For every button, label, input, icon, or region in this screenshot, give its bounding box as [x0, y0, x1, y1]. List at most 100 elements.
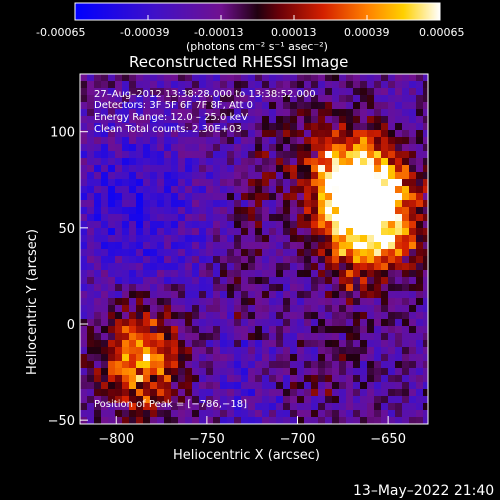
heatmap-cell — [150, 347, 158, 355]
heatmap-cell — [402, 165, 410, 173]
heatmap-cell — [108, 291, 116, 299]
heatmap-cell — [248, 81, 256, 89]
heatmap-cell — [220, 158, 228, 166]
heatmap-cell — [360, 207, 368, 215]
heatmap-cell — [325, 186, 333, 194]
heatmap-cell — [318, 200, 326, 208]
heatmap-cell — [297, 389, 305, 397]
heatmap-cell — [122, 319, 130, 327]
heatmap-cell — [388, 284, 396, 292]
heatmap-cell — [234, 88, 242, 96]
heatmap-cell — [381, 179, 389, 187]
heatmap-cell — [206, 242, 214, 250]
heatmap-cell — [318, 382, 326, 390]
heatmap-cell — [276, 256, 284, 264]
heatmap-cell — [311, 368, 319, 376]
heatmap-cell — [248, 354, 256, 362]
heatmap-cell — [304, 382, 312, 390]
heatmap-cell — [108, 207, 116, 215]
heatmap-cell — [185, 179, 193, 187]
heatmap-cell — [122, 144, 130, 152]
heatmap-cell — [164, 277, 172, 285]
heatmap-cell — [269, 354, 277, 362]
heatmap-cell — [409, 228, 417, 236]
heatmap-cell — [122, 284, 130, 292]
heatmap-cell — [220, 389, 228, 397]
heatmap-cell — [94, 284, 102, 292]
heatmap-cell — [136, 333, 144, 341]
heatmap-cell — [234, 165, 242, 173]
heatmap-cell — [234, 109, 242, 117]
heatmap-cell — [381, 340, 389, 348]
heatmap-cell — [346, 242, 354, 250]
heatmap-cell — [262, 319, 270, 327]
heatmap-cell — [346, 179, 354, 187]
heatmap-cell — [101, 361, 109, 369]
heatmap-cell — [227, 158, 235, 166]
heatmap-cell — [206, 361, 214, 369]
heatmap-cell — [94, 417, 102, 424]
heatmap-cell — [409, 249, 417, 257]
heatmap-cell — [108, 123, 116, 131]
heatmap-cell — [318, 284, 326, 292]
heatmap-cell — [255, 389, 263, 397]
heatmap-cell — [339, 235, 347, 243]
heatmap-cell — [122, 88, 130, 96]
heatmap-cell — [108, 144, 116, 152]
heatmap-cell — [367, 354, 375, 362]
heatmap-cell — [122, 200, 130, 208]
heatmap-cell — [192, 403, 200, 411]
heatmap-cell — [115, 284, 123, 292]
heatmap-cell — [346, 361, 354, 369]
heatmap-cell — [136, 263, 144, 271]
heatmap-cell — [108, 312, 116, 320]
heatmap-cell — [374, 165, 382, 173]
heatmap-cell — [129, 109, 137, 117]
heatmap-cell — [290, 375, 298, 383]
heatmap-cell — [171, 172, 179, 180]
heatmap-cell — [304, 151, 312, 159]
heatmap-cell — [220, 305, 228, 313]
heatmap-cell — [255, 102, 263, 110]
heatmap-cell — [199, 375, 207, 383]
heatmap-cell — [367, 165, 375, 173]
heatmap-cell — [171, 305, 179, 313]
heatmap-cell — [276, 417, 284, 424]
heatmap-cell — [311, 242, 319, 250]
heatmap-cell — [388, 158, 396, 166]
heatmap-cell — [402, 291, 410, 299]
heatmap-cell — [283, 158, 291, 166]
heatmap-cell — [290, 130, 298, 138]
heatmap-cell — [311, 214, 319, 222]
heatmap-cell — [297, 242, 305, 250]
heatmap-cell — [353, 403, 361, 411]
heatmap-cell — [374, 214, 382, 222]
heatmap-cell — [101, 172, 109, 180]
heatmap-cell — [108, 179, 116, 187]
heatmap-cell — [80, 284, 88, 292]
heatmap-cell — [248, 347, 256, 355]
heatmap-cell — [283, 130, 291, 138]
heatmap-cell — [388, 221, 396, 229]
heatmap-cell — [129, 277, 137, 285]
heatmap-cell — [171, 319, 179, 327]
heatmap-cell — [171, 165, 179, 173]
heatmap-cell — [374, 137, 382, 145]
heatmap-cell — [395, 410, 403, 418]
heatmap-cell — [311, 235, 319, 243]
heatmap-cell — [367, 284, 375, 292]
heatmap-cell — [115, 396, 123, 404]
heatmap-cell — [206, 123, 214, 131]
heatmap-cell — [248, 200, 256, 208]
heatmap-cell — [234, 298, 242, 306]
heatmap-cell — [150, 298, 158, 306]
heatmap-cell — [171, 256, 179, 264]
heatmap-cell — [381, 375, 389, 383]
heatmap-cell — [255, 151, 263, 159]
heatmap-cell — [325, 403, 333, 411]
heatmap-cell — [409, 186, 417, 194]
heatmap-cell — [416, 263, 424, 271]
heatmap-cell — [136, 193, 144, 201]
heatmap-cell — [171, 95, 179, 103]
heatmap-cell — [388, 242, 396, 250]
